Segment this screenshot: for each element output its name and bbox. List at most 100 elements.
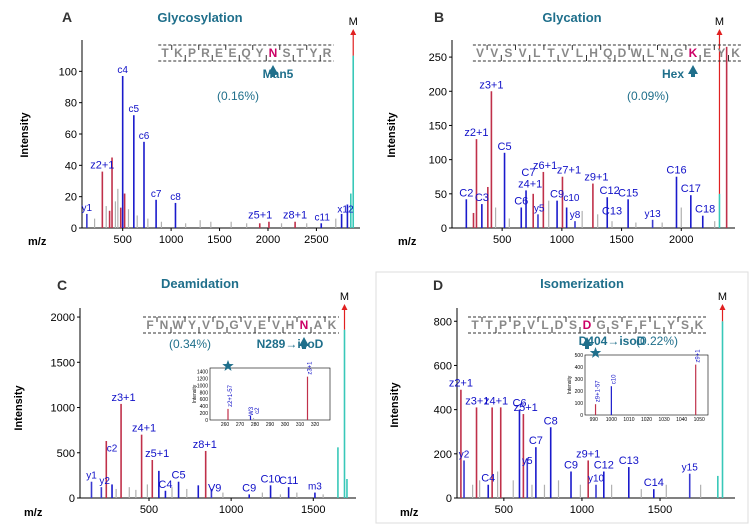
residue: V [527, 318, 535, 332]
residue: V [519, 46, 527, 60]
residue: P [513, 318, 521, 332]
residue: F [639, 318, 646, 332]
inset-x-tick: 1030 [659, 417, 670, 423]
residue: V [202, 318, 210, 332]
panel-title: Deamidation [161, 276, 239, 291]
y-tick-label: 800 [434, 316, 452, 328]
residue: V [272, 318, 280, 332]
inset-y-title: Intensity [192, 384, 198, 403]
modification-percent: (0.22%) [636, 334, 678, 348]
fragment-label: C4 [481, 473, 495, 485]
fragment-label: y2 [99, 476, 110, 487]
x-axis-title: m/z [398, 236, 417, 248]
x-tick-label: 1500 [207, 234, 231, 246]
fragment-label: y10 [588, 474, 605, 485]
residue: T [161, 46, 169, 60]
y-axis-title: Intensity [389, 382, 401, 428]
residue: K [731, 46, 740, 60]
residue: W [631, 46, 643, 60]
panel-letter: A [62, 9, 72, 25]
star-icon [222, 360, 234, 371]
residue: D [583, 318, 592, 332]
panel-d-frame [375, 271, 749, 524]
residue: D [216, 318, 225, 332]
residue: S [611, 318, 619, 332]
fragment-label: c4 [117, 65, 128, 76]
fragment-label: C11 [279, 475, 298, 487]
inset-x-tick: 300 [281, 422, 290, 428]
residue: W [172, 318, 184, 332]
residue: V [476, 46, 484, 60]
fragment-label: c2 [107, 444, 118, 455]
precursor-label: M [718, 291, 727, 303]
residue: T [296, 46, 304, 60]
fragment-label: c5 [129, 104, 140, 115]
fragment-label: C15 [618, 187, 638, 199]
y-tick-label: 0 [69, 493, 75, 505]
y-tick-label: 60 [65, 129, 77, 141]
modification-percent: (0.34%) [169, 337, 211, 351]
inset-x-tick: 310 [296, 422, 305, 428]
inset-fragment-label: z3+1 [308, 361, 314, 375]
fragment-label: z5+1 [514, 402, 538, 414]
panel-title: Isomerization [540, 276, 624, 291]
panel-letter: D [433, 277, 443, 293]
y-tick-label: 40 [65, 160, 77, 172]
y-tick-label: 150 [429, 120, 447, 132]
residue: L [653, 318, 660, 332]
fragment-label: z2+1 [464, 127, 488, 139]
residue: A [314, 318, 323, 332]
residue: S [681, 318, 689, 332]
residue: S [569, 318, 577, 332]
x-tick-label: 500 [140, 504, 158, 516]
fragment-label: z7+1 [557, 165, 581, 177]
x-tick-label: 1000 [219, 504, 243, 516]
residue: G [674, 46, 683, 60]
modification-label: Man5 [263, 67, 294, 81]
y-tick-label: 500 [57, 448, 75, 460]
y-axis-title: Intensity [386, 112, 398, 158]
inset-fragment-label: z9+1-57 [596, 380, 602, 403]
fragment-label: c6 [139, 131, 150, 142]
residue: Y [717, 46, 725, 60]
y-tick-label: 1500 [51, 357, 75, 369]
inset-fragment-label: z9+1 [696, 349, 702, 363]
modification-percent: (0.09%) [627, 89, 669, 103]
fragment-label: z3+1 [111, 392, 135, 404]
inset-frame [584, 354, 709, 416]
inset-x-tick: 1020 [641, 417, 652, 423]
y-tick-label: 50 [435, 189, 447, 201]
y-axis-title: Intensity [19, 112, 31, 158]
y-tick-label: 200 [429, 86, 447, 98]
x-tick-label: 1000 [550, 234, 574, 246]
residue: R [323, 46, 332, 60]
inset-y-tick: 200 [200, 411, 209, 417]
fragment-label: m3 [308, 482, 322, 493]
fragment-label: c7 [151, 189, 162, 200]
inset-frame [209, 367, 331, 421]
y-tick-label: 100 [429, 155, 447, 167]
residue: K [689, 46, 698, 60]
residue: T [547, 46, 555, 60]
inset-x-tick: 270 [236, 422, 245, 428]
star-icon [589, 347, 602, 358]
y-tick-label: 400 [434, 405, 452, 417]
fragment-label: C13 [619, 455, 639, 467]
fragment-label: C9 [550, 189, 564, 201]
fragment-label: z3+1 [465, 395, 489, 407]
fragment-label: C14 [644, 477, 664, 489]
fragment-label: V9 [208, 482, 221, 494]
residue: H [589, 46, 598, 60]
residue: L [541, 318, 548, 332]
residue: V [244, 318, 252, 332]
residue: L [576, 46, 583, 60]
fragment-label: C17 [681, 183, 701, 195]
modification-arrow-stem [585, 345, 589, 349]
residue: H [286, 318, 295, 332]
fragment-label: z9+1 [576, 448, 600, 460]
fragment-label: z4+1 [518, 178, 542, 190]
inset-y-tick: 400 [200, 404, 209, 410]
